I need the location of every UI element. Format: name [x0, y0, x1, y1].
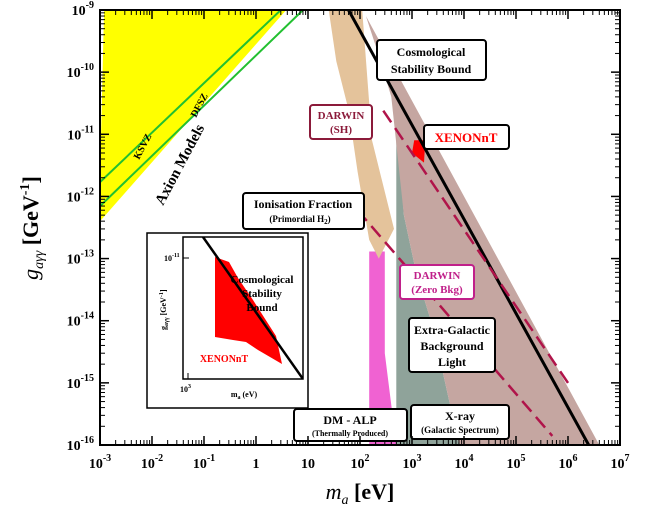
- annotation-text: Stability Bound: [391, 62, 472, 76]
- annotation-xenonnt: XENONnT: [423, 124, 510, 150]
- annotation-box: [399, 264, 475, 300]
- x-tick-label: 1: [253, 457, 260, 472]
- inset-xenonnt-text: XENONnT: [200, 354, 249, 365]
- annotation-text: (Primordial H2): [269, 214, 330, 226]
- annotation-text: DM - ALP: [323, 413, 376, 427]
- annotation-box: [423, 124, 510, 150]
- annotation-text: (SH): [330, 124, 352, 136]
- annotation-box: [410, 404, 510, 440]
- inset-ytick-label: 10-11: [164, 253, 180, 263]
- annotation-text: X-ray: [445, 409, 475, 423]
- x-axis-title: ma [eV]: [326, 479, 395, 506]
- annotation-text: (Zero Bkg): [411, 284, 463, 296]
- annotation-text: XENONnT: [435, 130, 498, 145]
- line-cosmological-stability-bound: [347, 10, 591, 445]
- x-tick-label: 105: [507, 453, 526, 472]
- annotation-xray: X-ray (Galactic Spectrum): [410, 404, 510, 440]
- x-tick-label: 10-3: [89, 453, 111, 472]
- annotation-ebl: Extra-Galactic Background Light: [408, 317, 496, 373]
- inset: 10-11 103 ma (eV) gaγγ [GeV-1] Cosmologi…: [146, 232, 309, 409]
- x-tick-label: 106: [559, 453, 578, 472]
- inset-frame: [182, 236, 304, 380]
- ticks-layer: 10-3 10-2 10-1 1 10 102 103 104 105 106 10710-910-…: [67, 0, 630, 472]
- y-axis-title: gaγγ [GeV-1]: [18, 176, 47, 280]
- line-cosmological-stability-bound-upper-: [345, 10, 349, 12]
- annotation-text: Extra-Galactic: [414, 323, 491, 337]
- x-tick-label: 107: [611, 453, 630, 472]
- annotation-box: [408, 317, 496, 373]
- annotation-darwin-sh: DARWIN (SH): [309, 104, 373, 140]
- annotation-text: Background: [420, 339, 483, 353]
- inset-stability-text: Bound: [246, 302, 277, 314]
- inset-xenonnt-region: [215, 257, 282, 364]
- y-tick-label: 10-10: [67, 62, 94, 81]
- y-tick-label: 10-13: [67, 249, 94, 268]
- x-tick-label: 103: [403, 453, 422, 472]
- x-tick-label: 104: [455, 453, 474, 472]
- annotation-text: (Galactic Spectrum): [421, 425, 499, 435]
- annotation-box: [293, 408, 408, 442]
- x-tick-label: 10-2: [141, 453, 163, 472]
- annotation-box: [242, 192, 365, 230]
- line-darwin-sh-: [382, 109, 570, 384]
- annotation-text: Light: [438, 355, 466, 369]
- region-x-ray: [365, 16, 600, 445]
- x-tick-label: 10: [301, 457, 315, 472]
- inset-xtick-label: 103: [180, 384, 191, 394]
- y-tick-label: 10-15: [67, 373, 94, 392]
- annotation-darwin-zero: DARWIN (Zero Bkg): [399, 264, 475, 300]
- region-dm-alp: [369, 251, 397, 445]
- inset-plot: [201, 237, 303, 379]
- inset-ylabel: gaγγ [GeV-1]: [159, 289, 170, 330]
- inset-xlabel: ma (eV): [231, 390, 258, 401]
- annotation-text: (Thermally Produced): [312, 429, 388, 438]
- inset-stability-text: Cosmological: [231, 274, 294, 286]
- annotation-text: DARWIN: [414, 270, 461, 282]
- x-tick-label: 102: [351, 453, 370, 472]
- annotation-box: [309, 104, 373, 140]
- annotation-cosmological: Cosmological Stability Bound: [376, 39, 487, 81]
- y-tick-label: 10-12: [67, 186, 94, 205]
- annotation-ionisation: Ionisation Fraction (Primordial H2): [242, 192, 365, 230]
- line-ksvz: [100, 10, 304, 207]
- annotation-text: Ionisation Fraction: [254, 197, 353, 211]
- annotation-text: Cosmological: [397, 45, 466, 59]
- inset-stability-line: [201, 237, 303, 379]
- annotation-box: [376, 39, 487, 81]
- annotation-text: DARWIN: [318, 110, 365, 122]
- line-dfsz: [100, 10, 282, 183]
- annotation-dm-alp: DM - ALP (Thermally Produced): [293, 408, 408, 442]
- y-tick-label: 10-14: [67, 311, 94, 330]
- y-tick-label: 10-9: [72, 0, 94, 19]
- x-tick-label: 10-1: [193, 453, 215, 472]
- inset-stability-text: Stability: [242, 288, 282, 300]
- y-tick-label: 10-16: [67, 435, 94, 454]
- y-tick-label: 10-11: [67, 124, 94, 143]
